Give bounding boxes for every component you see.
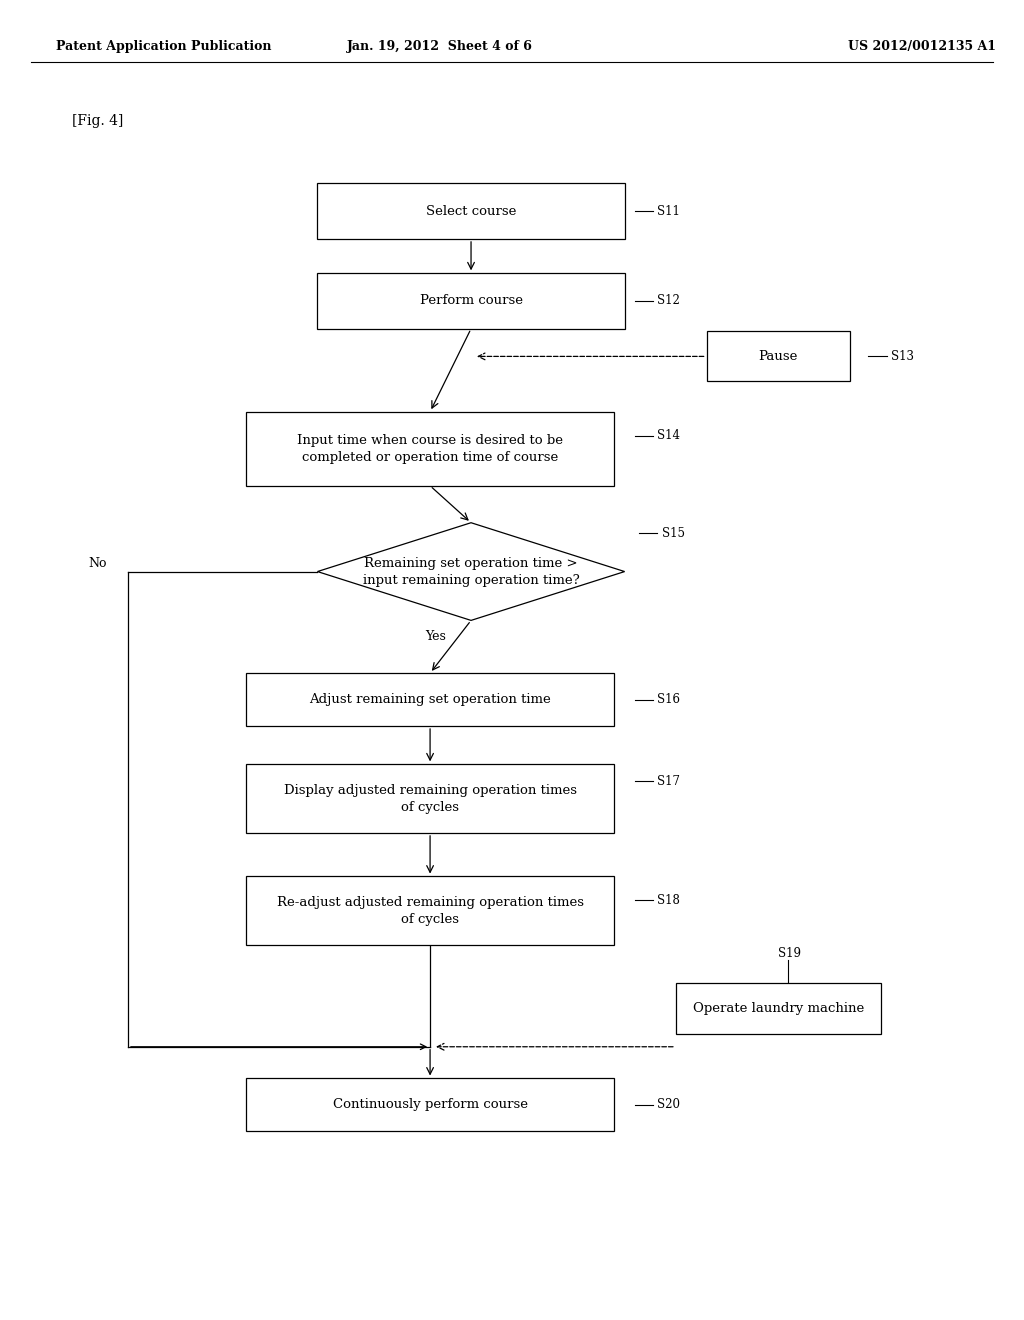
Text: Jan. 19, 2012  Sheet 4 of 6: Jan. 19, 2012 Sheet 4 of 6 — [347, 40, 534, 53]
Text: Patent Application Publication: Patent Application Publication — [56, 40, 271, 53]
Bar — [707, 331, 850, 381]
Text: S16: S16 — [657, 693, 680, 706]
Bar — [246, 673, 614, 726]
Bar — [317, 273, 625, 329]
Text: S11: S11 — [657, 205, 680, 218]
Polygon shape — [317, 523, 625, 620]
Bar — [246, 876, 614, 945]
Text: No: No — [88, 557, 106, 570]
Text: S19: S19 — [778, 946, 801, 960]
Text: Pause: Pause — [759, 350, 798, 363]
Text: Remaining set operation time >
input remaining operation time?: Remaining set operation time > input rem… — [362, 557, 580, 586]
Bar — [676, 983, 881, 1034]
Text: Operate laundry machine: Operate laundry machine — [692, 1002, 864, 1015]
Text: S20: S20 — [657, 1098, 680, 1111]
Bar — [246, 412, 614, 486]
Text: Adjust remaining set operation time: Adjust remaining set operation time — [309, 693, 551, 706]
Text: S14: S14 — [657, 429, 680, 442]
Text: Yes: Yes — [425, 630, 445, 643]
Text: S17: S17 — [657, 775, 680, 788]
Text: Re-adjust adjusted remaining operation times
of cycles: Re-adjust adjusted remaining operation t… — [276, 896, 584, 925]
Text: [Fig. 4]: [Fig. 4] — [72, 115, 123, 128]
Text: Continuously perform course: Continuously perform course — [333, 1098, 527, 1111]
Bar — [317, 183, 625, 239]
Text: S15: S15 — [662, 527, 684, 540]
Bar — [246, 1078, 614, 1131]
Bar — [246, 764, 614, 833]
Text: US 2012/0012135 A1: US 2012/0012135 A1 — [848, 40, 995, 53]
Text: Display adjusted remaining operation times
of cycles: Display adjusted remaining operation tim… — [284, 784, 577, 813]
Text: S12: S12 — [657, 294, 680, 308]
Text: Select course: Select course — [426, 205, 516, 218]
Text: S13: S13 — [891, 350, 913, 363]
Text: Input time when course is desired to be
completed or operation time of course: Input time when course is desired to be … — [297, 434, 563, 463]
Text: Perform course: Perform course — [420, 294, 522, 308]
Text: S18: S18 — [657, 894, 680, 907]
